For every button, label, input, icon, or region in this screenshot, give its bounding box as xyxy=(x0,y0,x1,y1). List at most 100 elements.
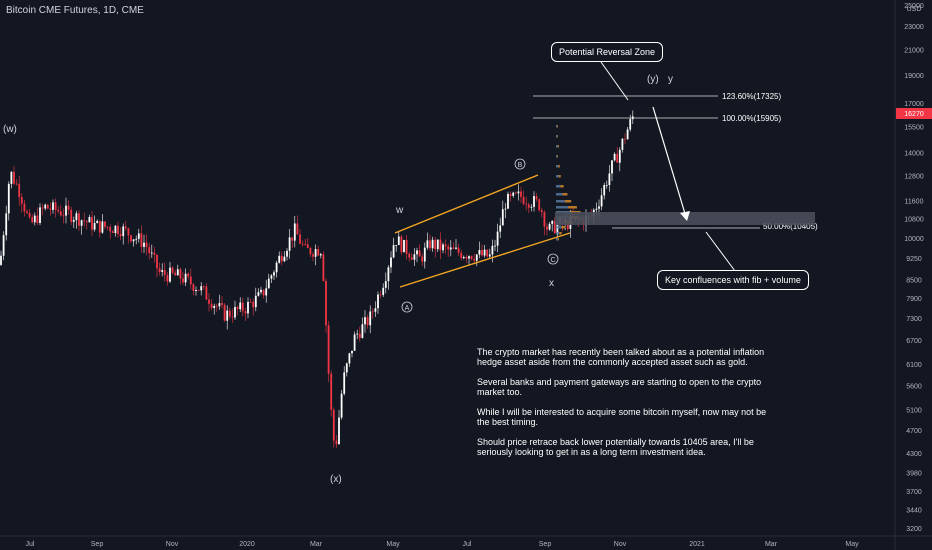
time-tick-label: 2021 xyxy=(689,541,705,548)
price-tick-label: 9250 xyxy=(906,256,922,263)
price-tick-label: 5100 xyxy=(906,407,922,414)
wave-label-x-paren: (x) xyxy=(330,474,342,485)
volume-profile-bar xyxy=(556,135,558,138)
candle-body xyxy=(75,213,78,221)
candle-body xyxy=(613,153,616,161)
candle-body xyxy=(72,220,75,222)
volume-profile-bar xyxy=(560,185,564,188)
candle-body xyxy=(483,249,486,256)
candle-body xyxy=(299,234,301,244)
candle-body xyxy=(122,226,125,237)
candle-body xyxy=(605,184,608,186)
candle-body xyxy=(442,244,444,251)
time-tick-label: Sep xyxy=(91,541,104,548)
volume-profile-bar xyxy=(557,145,559,148)
volume-profile-bar xyxy=(557,135,558,138)
candle-body xyxy=(546,226,548,230)
candle-body xyxy=(551,220,554,224)
candle-body xyxy=(494,245,496,247)
candle-body xyxy=(135,238,138,240)
price-tick-label: 23000 xyxy=(904,24,924,31)
note-paragraph-1: The crypto market has recently been talk… xyxy=(477,347,765,367)
candlestick-series xyxy=(0,110,634,448)
price-axis-unit: USD xyxy=(907,6,922,13)
volume-profile-bar xyxy=(556,155,558,158)
price-tick-label: 7300 xyxy=(906,316,922,323)
channel-upper-line[interactable] xyxy=(394,174,539,234)
volume-profile-bar xyxy=(556,175,559,178)
candle-body xyxy=(44,204,47,209)
candle-body xyxy=(405,239,408,254)
channel-lower-line[interactable] xyxy=(399,232,571,288)
candle-body xyxy=(457,247,460,253)
volume-profile-bar xyxy=(556,206,569,209)
price-axis[interactable]: USD 25000 23000 21000 19000 17000 15500 14000 1… xyxy=(894,0,924,550)
candle-body xyxy=(540,210,543,213)
candle-body xyxy=(306,244,309,248)
price-tick-label: 4700 xyxy=(906,428,922,435)
candle-body xyxy=(618,149,621,163)
candle-body xyxy=(611,160,613,174)
candle-body xyxy=(434,239,437,250)
volume-profile-bar xyxy=(558,175,561,178)
candle-body xyxy=(507,193,509,209)
candle-body xyxy=(293,223,296,241)
candle-body xyxy=(514,192,517,194)
candle-body xyxy=(608,173,611,185)
projection-arrow[interactable] xyxy=(652,106,687,218)
candle-body xyxy=(470,256,473,260)
candle-body xyxy=(431,239,434,249)
volume-profile-bar xyxy=(556,145,558,148)
candle-body xyxy=(317,249,320,256)
price-tick-label: 10800 xyxy=(904,217,924,224)
analysis-note: The crypto market has recently been talk… xyxy=(477,347,777,467)
candle-body xyxy=(236,306,239,310)
candle-body xyxy=(7,183,10,214)
svg-text:B: B xyxy=(518,162,523,169)
price-tick-label: 12800 xyxy=(904,173,924,180)
candle-body xyxy=(327,325,330,374)
candle-body xyxy=(522,196,525,204)
price-tick-label: 3200 xyxy=(906,526,922,533)
candle-body xyxy=(481,249,483,256)
candle-body xyxy=(132,239,135,242)
candle-body xyxy=(374,308,377,312)
candle-body xyxy=(535,196,538,200)
candle-body xyxy=(616,153,619,163)
candle-body xyxy=(345,363,348,373)
time-axis[interactable]: Jul Sep Nov 2020 Mar May Jul Sep Nov 2021 Mar May xyxy=(0,535,932,548)
time-tick-label: Sep xyxy=(539,541,552,548)
arrow-head-icon xyxy=(680,211,690,221)
wave-label-b: B xyxy=(514,158,526,170)
candle-body xyxy=(351,350,353,354)
candle-body xyxy=(249,301,252,303)
volume-profile-bar xyxy=(564,200,572,203)
candle-body xyxy=(171,267,174,273)
volume-profile-bar xyxy=(559,232,562,235)
candle-body xyxy=(174,272,177,276)
candle-body xyxy=(145,242,148,248)
candle-body xyxy=(447,246,450,250)
chart-title: Bitcoin CME Futures, 1D, CME xyxy=(6,5,144,16)
confluence-callout[interactable]: Key confluences with fib + volume xyxy=(657,270,809,290)
candle-body xyxy=(530,206,533,208)
candle-body xyxy=(624,138,626,140)
candle-body xyxy=(176,269,179,276)
candle-body xyxy=(520,191,522,197)
candle-body xyxy=(548,223,551,230)
candle-body xyxy=(408,253,411,258)
candle-body xyxy=(600,195,603,207)
reversal-callout[interactable]: Potential Reversal Zone xyxy=(551,42,664,62)
price-tick-label: 25000 xyxy=(904,3,924,10)
candle-body xyxy=(418,250,421,257)
candle-body xyxy=(501,209,504,226)
candle-body xyxy=(366,317,369,326)
volume-profile-bar xyxy=(556,185,561,188)
price-tick-label: 7900 xyxy=(906,296,922,303)
candle-body xyxy=(200,286,203,291)
time-tick-label: May xyxy=(386,541,400,548)
candle-body xyxy=(101,221,104,233)
note-paragraph-4: Should price retrace back lower potentia… xyxy=(477,437,754,457)
candle-body xyxy=(499,225,502,232)
